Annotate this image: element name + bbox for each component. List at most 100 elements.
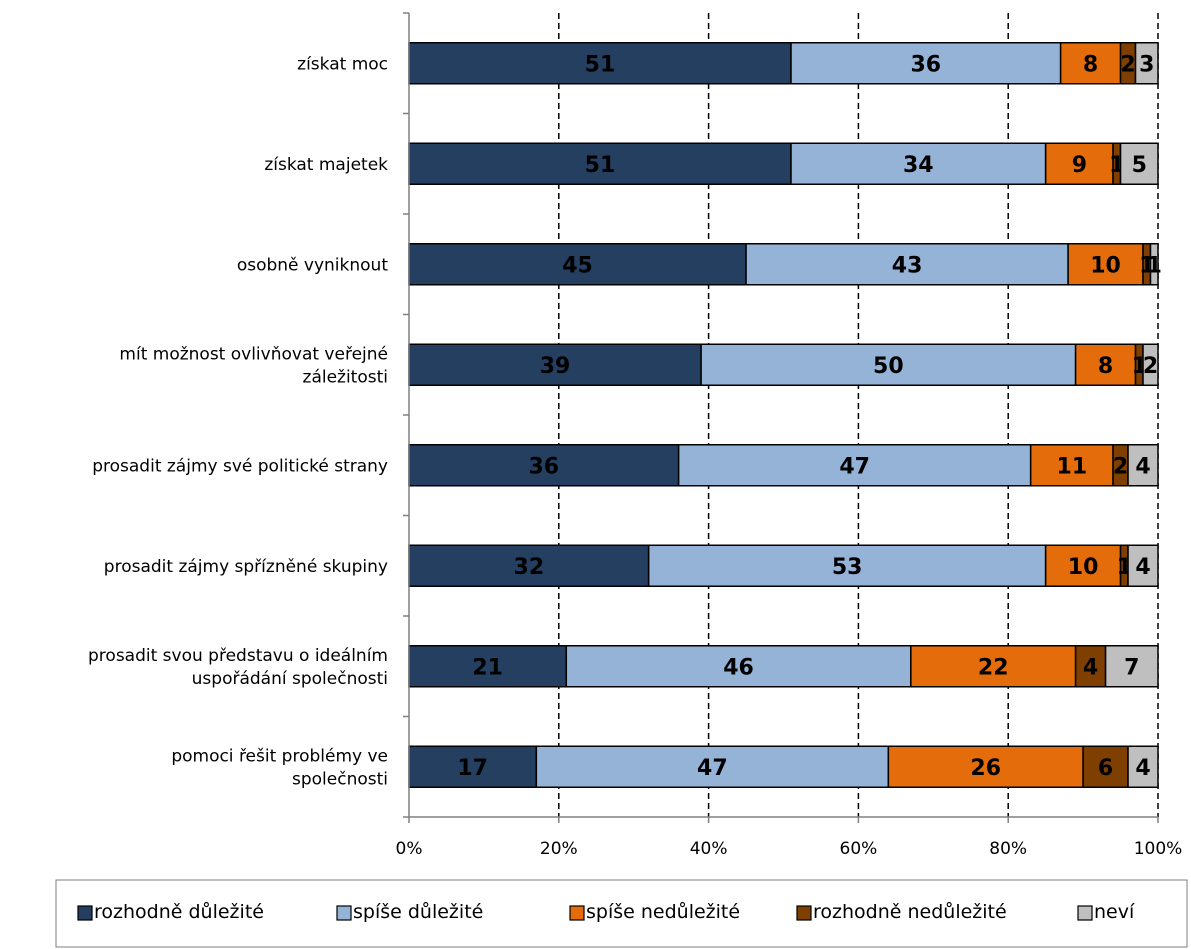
data-label: 10 (1068, 555, 1099, 580)
category-label: získat moc (297, 54, 388, 74)
bar-segment (408, 42, 792, 85)
bar-segment (1044, 142, 1114, 185)
category-label: pomoci řešit problémy ve (171, 746, 388, 766)
data-label: 51 (585, 52, 616, 77)
bar-segment (677, 444, 1032, 487)
data-label: 46 (723, 655, 754, 680)
data-label: 8 (1098, 354, 1113, 379)
category-label: prosadit zájmy spřízněné skupiny (104, 557, 388, 577)
bar-segment (408, 343, 702, 386)
legend-label: spíše důležité (353, 901, 483, 923)
data-label: 36 (910, 52, 941, 77)
bar-segment (910, 645, 1077, 688)
data-label: 4 (1135, 454, 1150, 479)
data-label: 8 (1083, 52, 1098, 77)
data-label: 51 (585, 153, 616, 178)
bar-segment (1127, 745, 1159, 788)
x-tick-label: 100% (1134, 839, 1183, 859)
data-label: 45 (562, 253, 593, 278)
data-label: 50 (873, 354, 904, 379)
category-label: uspořádání společnosti (192, 669, 388, 689)
category-label: získat majetek (264, 155, 388, 175)
bar-segment (1082, 745, 1129, 788)
data-label: 17 (457, 756, 488, 781)
data-label: 11 (1057, 454, 1088, 479)
data-label: 5 (1132, 153, 1147, 178)
x-tick-labels: 0% 20% 40% 60% 80% 100% (396, 839, 1183, 859)
category-label: prosadit svou představu o ideálním (88, 646, 388, 666)
bar-segment (647, 544, 1047, 587)
bar-segment (408, 444, 680, 487)
legend-label: rozhodně nedůležité (813, 901, 1007, 923)
bar-segment (408, 243, 747, 286)
legend-swatch (77, 905, 93, 921)
bar-segment (1134, 42, 1159, 85)
x-tick-label: 80% (989, 839, 1027, 859)
data-label: 43 (892, 253, 923, 278)
data-label: 34 (903, 153, 934, 178)
legend-label: neví (1094, 901, 1135, 923)
data-label: 22 (978, 655, 1009, 680)
bar-segment (790, 142, 1047, 185)
category-label: společnosti (292, 769, 388, 789)
bar-segment (1074, 645, 1107, 688)
category-label: mít možnost ovlivňovat veřejné (119, 344, 388, 364)
bar-segment (1127, 544, 1159, 587)
legend-swatch (796, 905, 812, 921)
bar-segment (790, 42, 1062, 85)
bar-segment (1127, 444, 1159, 487)
data-label: 7 (1124, 655, 1139, 680)
bar-segment (887, 745, 1084, 788)
data-label: 4 (1135, 756, 1150, 781)
data-label: 4 (1083, 655, 1098, 680)
data-label: 32 (514, 555, 545, 580)
legend-label: spíše nedůležité (586, 901, 740, 923)
category-label: prosadit zájmy své politické strany (92, 456, 388, 476)
data-label: 26 (970, 756, 1001, 781)
x-tick-label: 20% (540, 839, 578, 859)
data-label: 53 (832, 555, 863, 580)
bar-segment (1104, 645, 1159, 688)
data-label: 9 (1072, 153, 1087, 178)
data-label: 47 (697, 756, 728, 781)
bar-segment (565, 645, 912, 688)
data-label: 1 (1147, 253, 1162, 278)
bar-segment (1074, 343, 1137, 386)
data-label: 2 (1113, 454, 1128, 479)
category-label: záležitosti (303, 367, 388, 387)
bar-segment (1119, 142, 1159, 185)
bar-segment (408, 142, 792, 185)
category-label: osobně vyniknout (237, 255, 389, 275)
bar-segment (700, 343, 1077, 386)
data-label: 21 (472, 655, 503, 680)
x-tick-label: 0% (396, 839, 423, 859)
bar-segment (1059, 42, 1122, 85)
data-label: 2 (1143, 354, 1158, 379)
bar-segment (408, 645, 568, 688)
legend-box (55, 879, 1188, 948)
bar-segment (1044, 544, 1122, 587)
bar-segment (1067, 243, 1144, 286)
bar-segment (1029, 444, 1114, 487)
x-tick-label: 40% (690, 839, 728, 859)
data-label: 47 (839, 454, 870, 479)
x-tick-label: 60% (840, 839, 878, 859)
data-label: 2 (1120, 52, 1135, 77)
gridlines (558, 13, 1159, 817)
legend-swatch (569, 905, 585, 921)
data-label: 6 (1098, 756, 1113, 781)
data-label: 36 (529, 454, 560, 479)
bar-segment (408, 544, 650, 587)
bar-segment (745, 243, 1069, 286)
data-label: 3 (1139, 52, 1154, 77)
bar-segment (1149, 243, 1159, 286)
legend-swatch (336, 905, 352, 921)
legend-swatch (1077, 905, 1093, 921)
data-label: 39 (540, 354, 571, 379)
bar-segment (1142, 343, 1159, 386)
axes (403, 12, 1159, 823)
data-label: 4 (1135, 555, 1150, 580)
